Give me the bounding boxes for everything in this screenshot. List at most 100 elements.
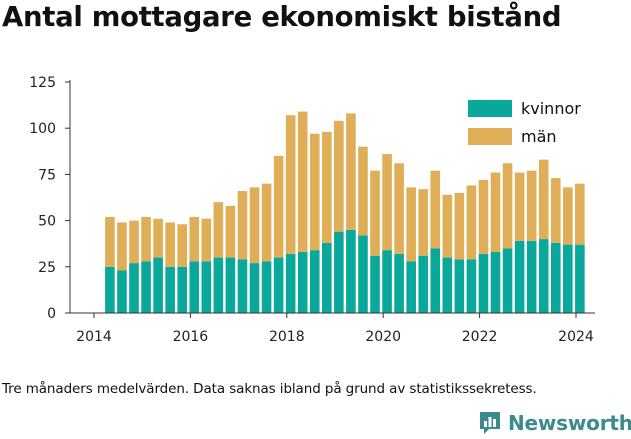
bar-kvinnor [213,257,224,313]
brand-logo: Newsworthy [478,408,631,438]
bar-man [550,178,561,243]
bar-kvinnor [538,239,549,313]
bar-man [334,120,344,232]
y-tick-label: 50 [38,214,56,230]
bar-man [346,113,356,230]
bar-man [394,163,404,254]
bar-man [370,170,380,256]
bar-man [213,202,224,258]
bar-man [406,187,416,262]
bar-man [358,146,368,236]
bar-kvinnor [346,229,356,313]
bar-kvinnor [406,261,416,313]
x-tick-label: 2022 [462,329,498,345]
bar-man [430,170,441,249]
bar-man [225,205,236,258]
y-tick-label: 75 [38,167,56,183]
bar-man [189,216,200,262]
legend-swatch [468,128,512,145]
bar-kvinnor [105,266,115,313]
bar-kvinnor [189,261,200,313]
bar-man [165,222,175,267]
bar-kvinnor [526,240,537,313]
bar-man [454,192,465,260]
stacked-bar-chart: 0 25 50 75 100 125 2014 2016 2018 2020 2022 2024 kv… [29,75,596,345]
legend-label: kvinnor [521,99,581,118]
bar-man [297,111,308,253]
bar-kvinnor [502,248,513,313]
bar-kvinnor [261,261,272,313]
bar-man [382,154,392,251]
bar-kvinnor [273,257,284,313]
bar-man [466,185,477,260]
x-tick-label: 2024 [558,329,594,345]
bar-man [490,172,501,253]
bar-kvinnor [165,266,175,313]
bar-man [141,216,151,262]
y-tick-label: 0 [47,306,56,322]
bar-man [201,218,212,262]
legend-swatch [468,100,512,117]
bar-kvinnor [237,259,248,313]
bar-kvinnor [334,231,344,313]
bar-man [442,194,453,258]
bar-man [237,191,248,260]
bar-man [563,187,573,245]
axes-group: 0 25 50 75 100 125 2014 2016 2018 2020 2022 2024 [29,75,595,345]
bar-kvinnor [153,257,163,313]
bar-man [285,115,296,254]
bar-kvinnor [370,255,380,313]
bar-man [309,133,320,251]
x-tick-label: 2016 [173,329,209,345]
bar-man [502,163,513,249]
y-tick-label: 25 [38,260,56,276]
bar-kvinnor [201,261,212,313]
bar-man [273,155,284,258]
bar-man [526,170,537,241]
bar-man [177,224,188,267]
bar-kvinnor [430,248,441,313]
bar-kvinnor [225,257,236,313]
x-tick-label: 2020 [365,329,401,345]
legend: kvinnor män [460,94,596,154]
footnote: Tre månaders medelvärden. Data saknas ib… [2,381,537,397]
bar-kvinnor [575,244,585,313]
bar-man [538,159,549,240]
bar-kvinnor [141,261,151,313]
brand-name: Newsworthy [508,411,631,435]
bar-kvinnor [117,270,127,313]
bar-kvinnor [322,242,332,313]
bar-kvinnor [358,235,368,313]
bar-man [514,172,525,241]
bar-man [575,183,585,245]
bar-kvinnor [418,255,429,313]
bar-kvinnor [177,266,188,313]
x-tick-label: 2014 [76,329,112,345]
bar-kvinnor [514,240,525,313]
bars-group [105,111,585,313]
bar-man [117,222,127,271]
bar-man [261,183,272,262]
bar-man [129,220,139,264]
bar-kvinnor [297,252,308,313]
bar-kvinnor [382,250,392,313]
bar-kvinnor [550,242,561,313]
bar-kvinnor [442,257,453,313]
bar-man [478,179,489,254]
bar-kvinnor [394,253,404,313]
newsworthy-logo-icon [480,412,500,434]
x-tick-label: 2018 [269,329,305,345]
bar-man [418,189,429,256]
bar-man [153,218,163,258]
bar-kvinnor [466,259,477,313]
bar-kvinnor [129,263,139,313]
chart-title: Antal mottagare ekonomiskt bistånd [2,1,562,33]
legend-label: män [521,127,557,146]
bar-kvinnor [285,253,296,313]
y-tick-label: 100 [29,121,56,137]
bar-kvinnor [478,253,489,313]
y-tick-label: 125 [29,75,56,91]
bar-kvinnor [309,250,320,313]
bar-man [249,187,260,264]
